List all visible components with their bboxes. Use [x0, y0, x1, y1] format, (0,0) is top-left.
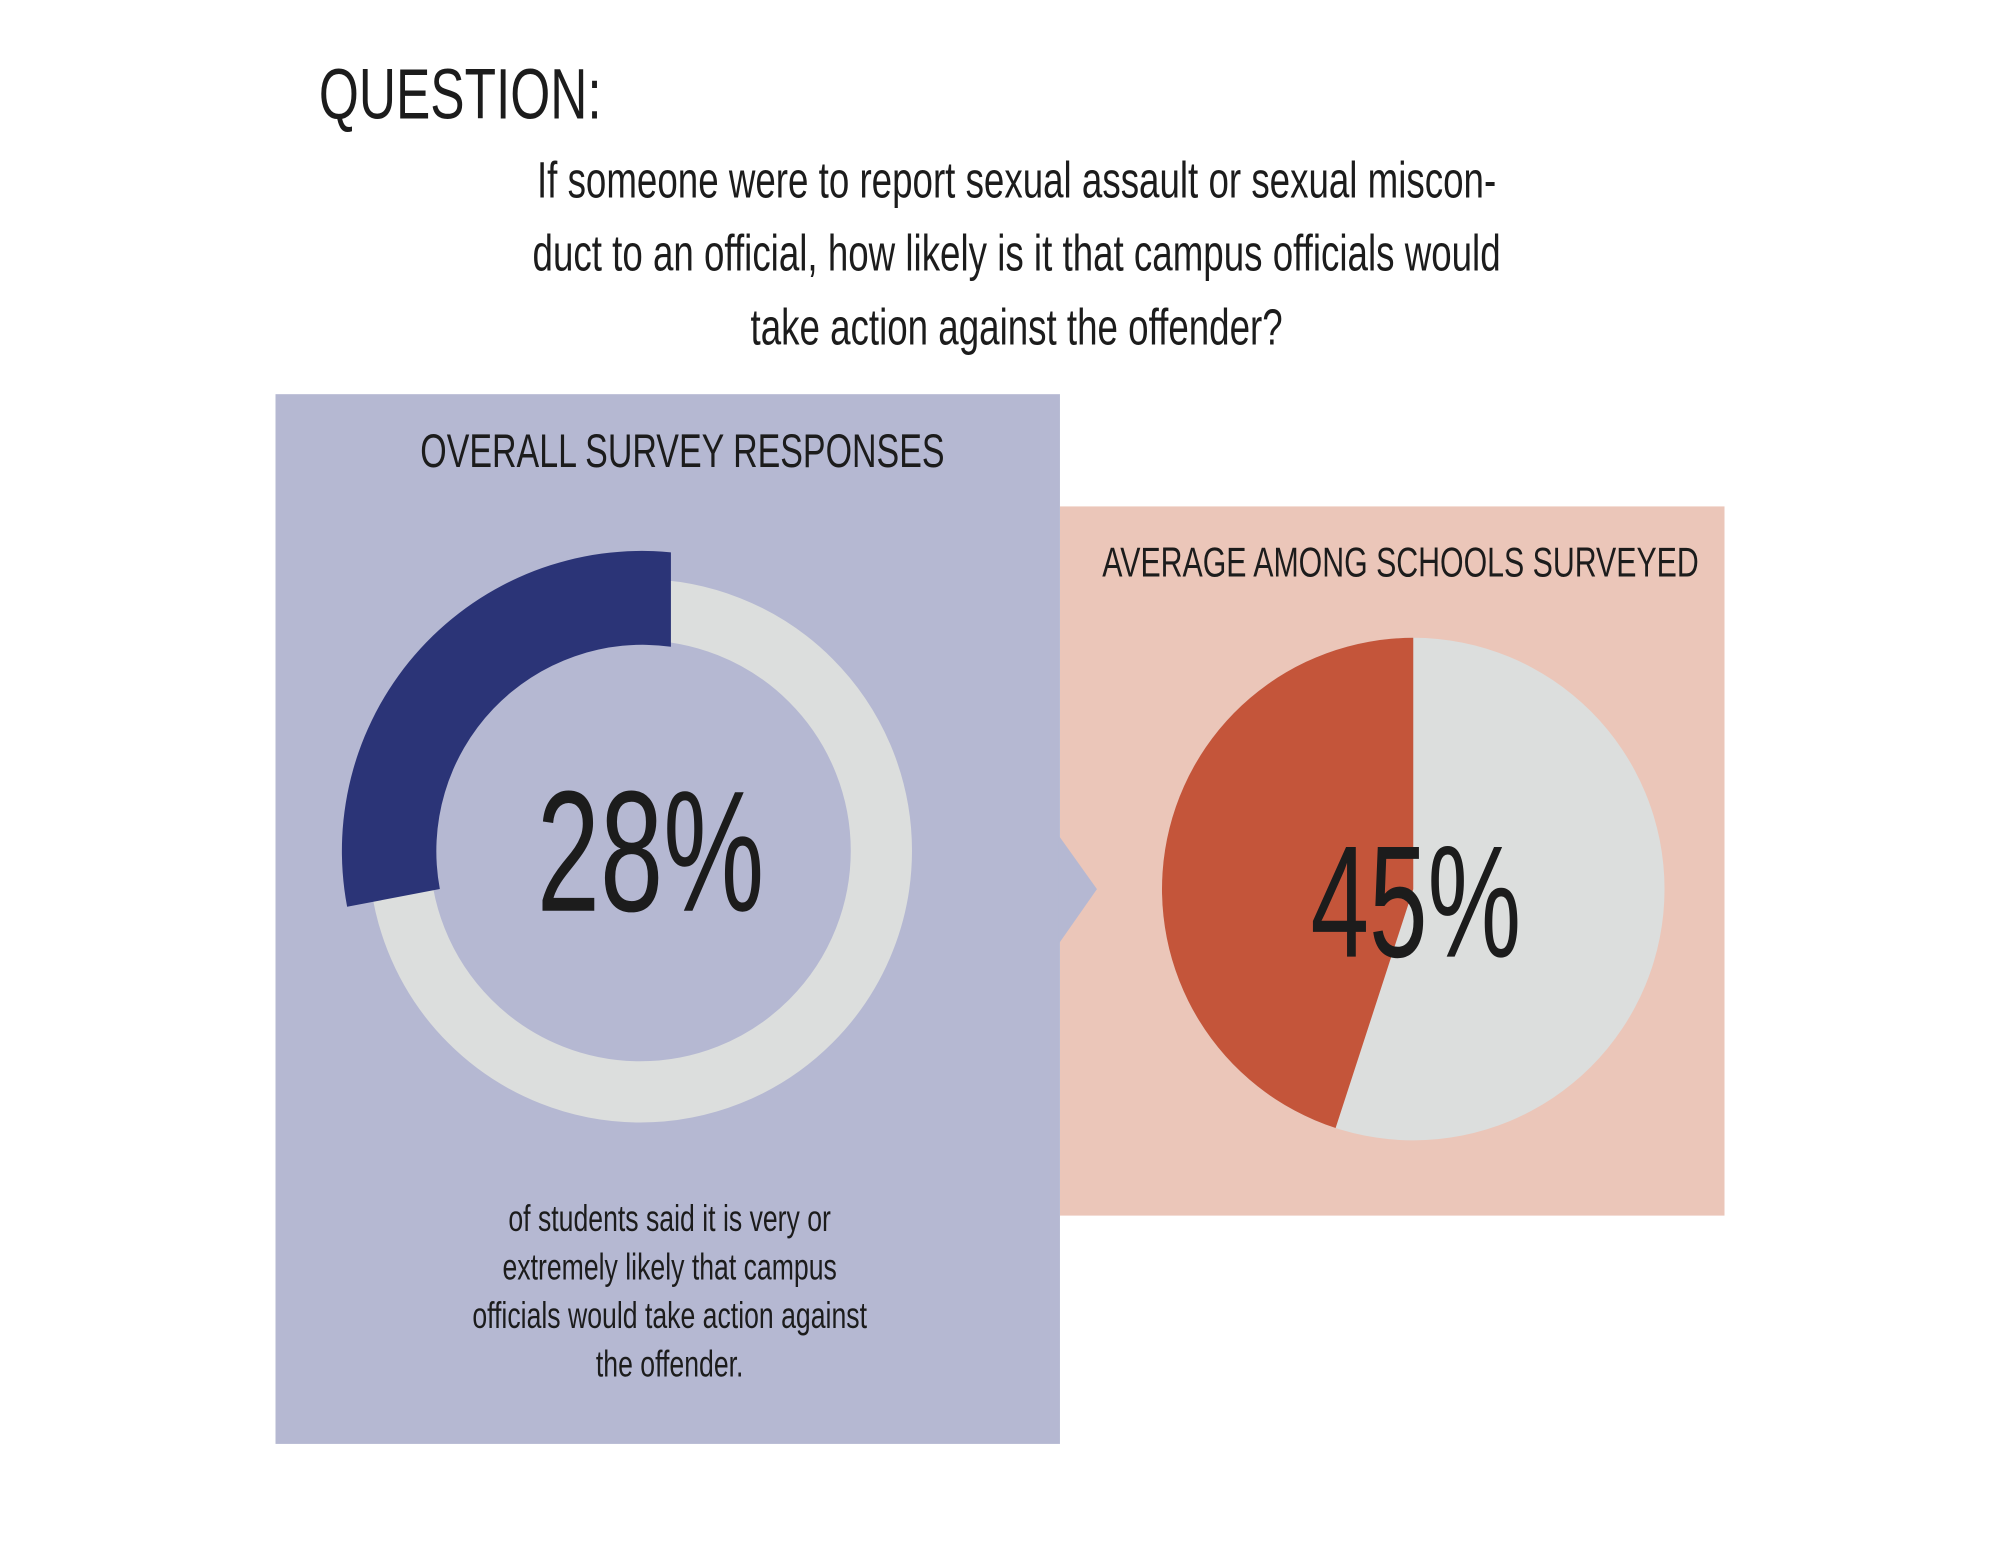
caption-line: the offender.: [596, 1343, 744, 1384]
caption-line: officials would take action against: [472, 1295, 867, 1336]
chart-title: AVERAGE AMONG SCHOOLS SURVEYED: [1102, 539, 1698, 586]
question-line: take action against the offender?: [751, 300, 1283, 356]
question-line: If someone were to report sexual assault…: [537, 153, 1496, 209]
chart-title: OVERALL SURVEY RESPONSES: [420, 424, 944, 477]
value-label: 28%: [537, 755, 764, 947]
question-line: duct to an official, how likely is it th…: [533, 226, 1501, 282]
value-label: 45%: [1311, 813, 1522, 991]
caption-line: extremely likely that campus: [502, 1246, 836, 1287]
header-title: QUESTION:: [319, 56, 602, 135]
pointer: [1058, 835, 1097, 944]
donut-segment: [341, 550, 671, 907]
caption-line: of students said it is very or: [508, 1198, 831, 1239]
pie-slice: [1161, 637, 1414, 1129]
